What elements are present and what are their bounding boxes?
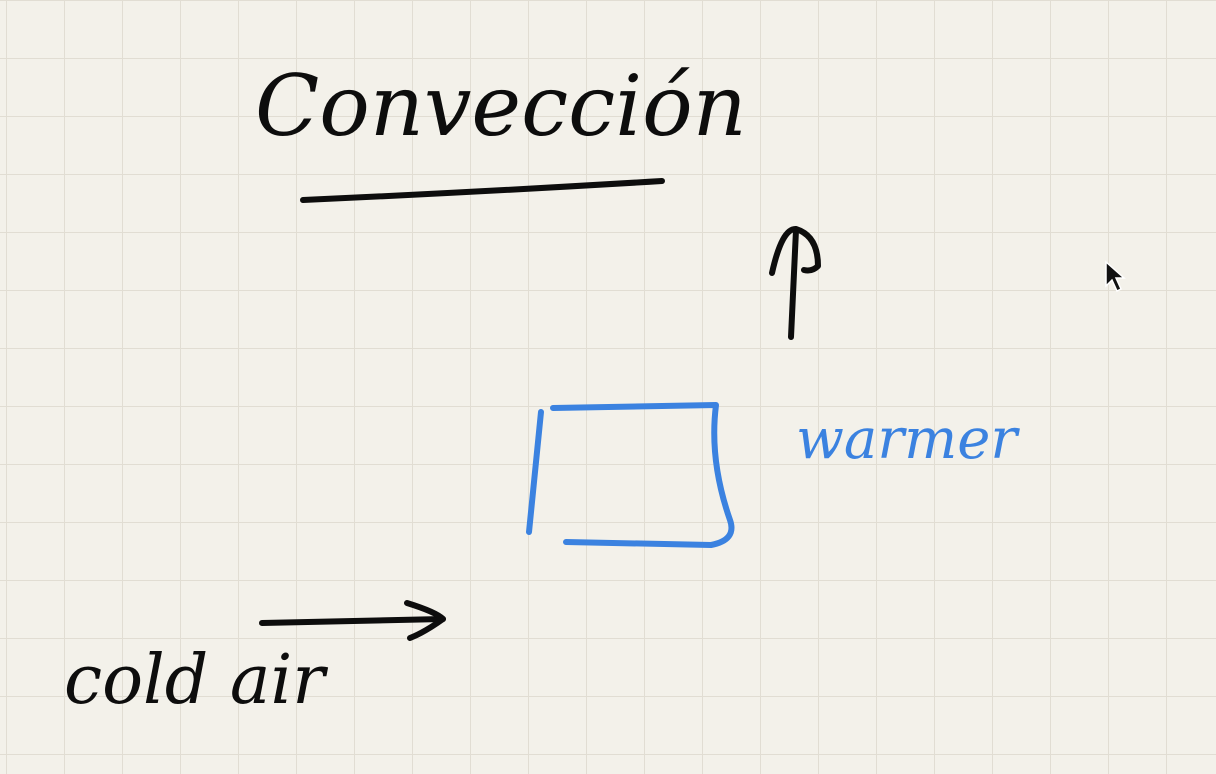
title-underline [300, 178, 665, 203]
object-box [526, 402, 735, 548]
title-text: Convección [255, 57, 747, 155]
cold-air-label: cold air [64, 641, 328, 720]
arrow-right-icon [259, 600, 446, 641]
warmer-label: warmer [796, 407, 1020, 472]
mouse-pointer-icon [1105, 260, 1126, 293]
arrow-up-icon [769, 226, 821, 340]
